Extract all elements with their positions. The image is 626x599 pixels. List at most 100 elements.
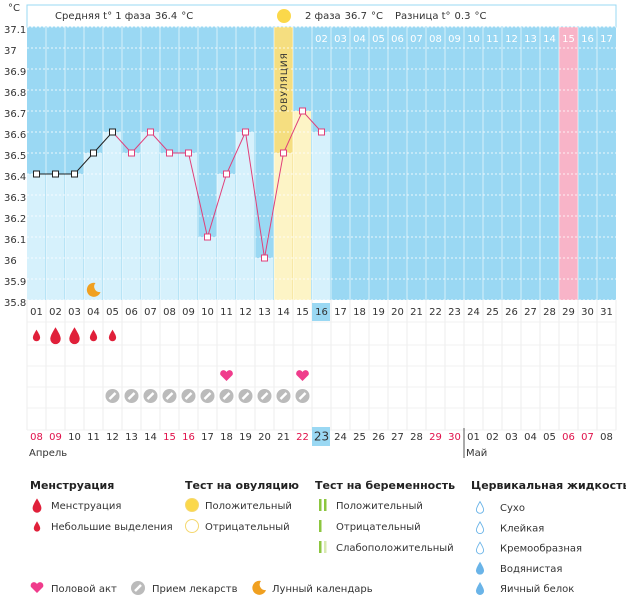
y-tick-label: 36.7 — [4, 109, 26, 120]
phase2-day: 03 — [334, 34, 347, 45]
date-label: 15 — [163, 432, 176, 443]
legend-icon — [30, 582, 44, 593]
medication-pill — [218, 387, 235, 405]
phase2-day: 13 — [524, 34, 537, 45]
phase2-day: 05 — [372, 34, 385, 45]
legend-icon — [129, 579, 147, 597]
y-tick-label: 36.9 — [4, 67, 26, 78]
date-label: 10 — [68, 432, 81, 443]
y-tick-label: 36.6 — [4, 130, 26, 141]
legend-title: Тест на беременность — [315, 479, 455, 492]
day-label: 03 — [68, 307, 81, 318]
phase2-day: 09 — [448, 34, 461, 45]
day-label: 01 — [30, 307, 43, 318]
date-label: 26 — [372, 432, 385, 443]
header-label: Разница t° — [395, 11, 451, 22]
ovulation-label: ОВУЛЯЦИЯ — [280, 52, 290, 112]
medication-pill — [142, 387, 159, 405]
y-tick-label: 36 — [4, 256, 17, 267]
phase2-day: 08 — [429, 34, 442, 45]
day-label: 09 — [182, 307, 195, 318]
point — [33, 170, 40, 178]
day-label: 11 — [220, 307, 233, 318]
legend-title: Тест на овуляцию — [185, 479, 299, 492]
day-label: 05 — [106, 307, 119, 318]
point — [52, 170, 59, 178]
date-label: 11 — [87, 432, 100, 443]
phase2-day: 02 — [315, 34, 328, 45]
menstruation-drop — [108, 329, 117, 342]
y-tick-label: 35.8 — [4, 298, 26, 309]
legend-icon — [319, 541, 322, 553]
bar — [160, 153, 178, 300]
day-label: 18 — [353, 307, 366, 318]
bar — [198, 237, 216, 300]
legend-title: Менструация — [30, 479, 114, 492]
day-label: 08 — [163, 307, 176, 318]
menstruation-drop — [50, 327, 61, 345]
ovulation-icon — [277, 9, 291, 23]
day-label: 31 — [600, 307, 613, 318]
legend-icon — [319, 520, 322, 532]
legend-item: Отрицательный — [336, 522, 421, 533]
day-label: 22 — [429, 307, 442, 318]
month-label: Апрель — [29, 448, 67, 459]
date-label: 17 — [201, 432, 214, 443]
day-label: 02 — [49, 307, 62, 318]
point — [261, 254, 268, 262]
date-label: 13 — [125, 432, 138, 443]
header-stat: Разница t° 0.3 °C — [395, 11, 486, 22]
y-tick-label: 36.4 — [4, 172, 26, 183]
date-label: 28 — [410, 432, 423, 443]
y-tick-label: 36.8 — [4, 88, 26, 99]
phase2-day: 17 — [600, 34, 613, 45]
day-label: 17 — [334, 307, 347, 318]
header-stat: Средняя t° 1 фаза 36.4 °C — [55, 11, 193, 22]
legend-icon — [319, 499, 322, 511]
pink-column — [559, 27, 578, 300]
date-label: 21 — [277, 432, 290, 443]
point — [318, 128, 325, 136]
legend-icon — [32, 498, 42, 513]
legend-icon — [252, 580, 266, 595]
medication-pill — [237, 387, 254, 405]
legend-title: Цервикальная жидкость — [471, 479, 626, 492]
date-label: 19 — [239, 432, 252, 443]
legend-item: Отрицательный — [205, 522, 290, 533]
day-label: 26 — [505, 307, 518, 318]
y-tick-label: 36.3 — [4, 193, 26, 204]
phase2-day: 16 — [581, 34, 594, 45]
medication-pill — [294, 387, 311, 405]
date-label: 30 — [448, 432, 461, 443]
day-label: 04 — [87, 307, 100, 318]
date-label: 16 — [182, 432, 195, 443]
bar — [65, 174, 83, 300]
y-tick-label: 36.5 — [4, 151, 26, 162]
date-label: 04 — [524, 432, 537, 443]
day-label: 25 — [486, 307, 499, 318]
day-label: 10 — [201, 307, 214, 318]
y-tick-label: 35.9 — [4, 277, 26, 288]
date-label: 03 — [505, 432, 518, 443]
day-label: 24 — [467, 307, 480, 318]
medication-pill — [104, 387, 121, 405]
day-label: 29 — [562, 307, 575, 318]
date-label: 07 — [581, 432, 594, 443]
phase2-day: 15 — [562, 34, 575, 45]
legend-icon — [475, 521, 485, 535]
legend-item: Положительный — [205, 501, 292, 512]
header-value: 36.7 — [345, 11, 367, 22]
legend-icon — [33, 521, 41, 532]
header-value: 0.3 — [455, 11, 471, 22]
y-tick-label: 36.1 — [4, 235, 26, 246]
legend-item: Прием лекарств — [152, 584, 238, 595]
legend-icon — [185, 519, 199, 533]
y-tick-label: 37 — [4, 46, 17, 57]
phase2-day: 14 — [543, 34, 556, 45]
day-label: 21 — [410, 307, 423, 318]
day-label: 12 — [239, 307, 252, 318]
bar — [293, 111, 311, 300]
date-label: 02 — [486, 432, 499, 443]
legend-icon — [475, 541, 485, 555]
